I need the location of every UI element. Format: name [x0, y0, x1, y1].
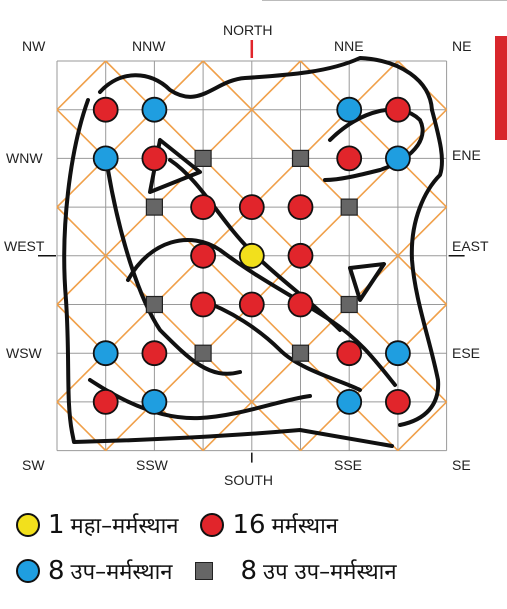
- legend-marma-count: 16: [232, 510, 266, 540]
- up-marma-point: [92, 145, 119, 172]
- diagonal-line: [56, 303, 204, 452]
- top-divider: [262, 0, 507, 1]
- marma-point: [141, 340, 168, 367]
- diagonal-line: [202, 60, 448, 306]
- marma-point: [384, 388, 411, 415]
- up-marma-point: [141, 96, 168, 123]
- up-marma-point: [336, 388, 363, 415]
- legend-marma: 16 मर्मस्थान: [200, 510, 338, 540]
- up-marma-point: [384, 340, 411, 367]
- label-wsw: WSW: [6, 345, 42, 361]
- figure-lower-arm: [88, 378, 312, 421]
- diagonal-line: [56, 206, 302, 452]
- marma-point: [287, 194, 314, 221]
- blue-circle-icon: [16, 559, 40, 583]
- label-wnw: WNW: [6, 150, 43, 166]
- upup-marma-point: [145, 295, 163, 314]
- red-accent-bar: [495, 36, 507, 140]
- label-north: NORTH: [223, 22, 273, 38]
- marma-point: [141, 145, 168, 172]
- gray-square-icon: [194, 562, 213, 580]
- diagonal-line: [299, 303, 448, 452]
- marma-point: [92, 388, 119, 415]
- upup-marma-point: [194, 149, 212, 167]
- label-south: SOUTH: [224, 472, 273, 488]
- diagonal-line: [56, 60, 107, 111]
- marma-point: [190, 242, 217, 269]
- label-se: SE: [452, 457, 471, 473]
- marma-point: [238, 291, 265, 318]
- marma-point: [287, 291, 314, 318]
- marma-point: [238, 194, 265, 221]
- figure-outline-right: [398, 108, 444, 427]
- label-sw: SW: [22, 457, 45, 473]
- legend-upup-label: उप उप–मर्मस्थान: [263, 560, 397, 585]
- figure-hand-right: [323, 107, 425, 182]
- upup-marma-point: [194, 344, 212, 362]
- legend-row-2: 8 उप–मर्मस्थान 8 उप उप–मर्मस्थान: [16, 556, 397, 586]
- marma-point: [190, 291, 217, 318]
- legend-marma-label: मर्मस्थान: [271, 514, 338, 539]
- diagonal-line: [299, 60, 448, 208]
- maha-marma-point: [238, 242, 265, 269]
- label-ssw: SSW: [136, 457, 168, 473]
- figure-outline-top: [98, 56, 434, 112]
- label-ese: ESE: [452, 345, 481, 361]
- marma-point: [336, 340, 363, 367]
- label-nw: NW: [22, 38, 46, 54]
- red-circle-icon: [200, 513, 225, 537]
- marma-point: [92, 96, 119, 123]
- diagonal-line: [56, 60, 204, 208]
- upup-marma-point: [340, 198, 358, 216]
- figure-arm-left: [106, 168, 242, 376]
- diagonal-line: [56, 60, 302, 306]
- diagonal-line: [397, 401, 448, 452]
- up-marma-point: [92, 340, 119, 367]
- legend-row-1: 1 महा–मर्मस्थान 16 मर्मस्थान: [16, 510, 338, 540]
- upup-marma-point: [145, 198, 163, 216]
- marma-grid: [38, 40, 465, 463]
- legend-maha-count: 1: [48, 510, 65, 540]
- marma-point: [190, 194, 217, 221]
- up-marma-point: [336, 96, 363, 123]
- label-west: WEST: [4, 238, 45, 254]
- label-ne: NE: [452, 38, 472, 54]
- legend-maha-label: महा–मर्मस्थान: [70, 514, 179, 539]
- legend-up-label: उप–मर्मस्थान: [70, 560, 173, 585]
- legend-maha: 1 महा–मर्मस्थान: [16, 510, 178, 540]
- label-east: EAST: [452, 238, 489, 254]
- legend-upup: 8 उप उप–मर्मस्थान: [194, 556, 397, 586]
- marma-points: [92, 96, 411, 415]
- figure-wave-mid: [198, 298, 362, 392]
- label-nne: NNE: [334, 38, 364, 54]
- upup-marma-point: [340, 295, 358, 314]
- label-ene: ENE: [452, 147, 481, 163]
- marma-point: [336, 145, 363, 172]
- legend-up-count: 8: [48, 556, 65, 586]
- figure-leg-left: [126, 238, 397, 387]
- upup-marma-point: [291, 344, 310, 362]
- label-sse: SSE: [334, 457, 363, 473]
- yellow-circle-icon: [16, 513, 40, 537]
- up-marma-point: [384, 145, 411, 172]
- upup-marma-point: [291, 149, 310, 167]
- legend-up: 8 उप–मर्मस्थान: [16, 556, 173, 586]
- figure-cone-right: [348, 262, 386, 302]
- marma-point: [287, 242, 314, 269]
- marma-point: [384, 96, 411, 123]
- legend-upup-count: 8: [240, 556, 258, 586]
- label-nnw: NNW: [132, 38, 166, 54]
- vastu-purusha-figure: [62, 56, 444, 448]
- up-marma-point: [141, 388, 168, 415]
- axis-ticks: [38, 40, 465, 463]
- figure-outline-left: [62, 98, 394, 448]
